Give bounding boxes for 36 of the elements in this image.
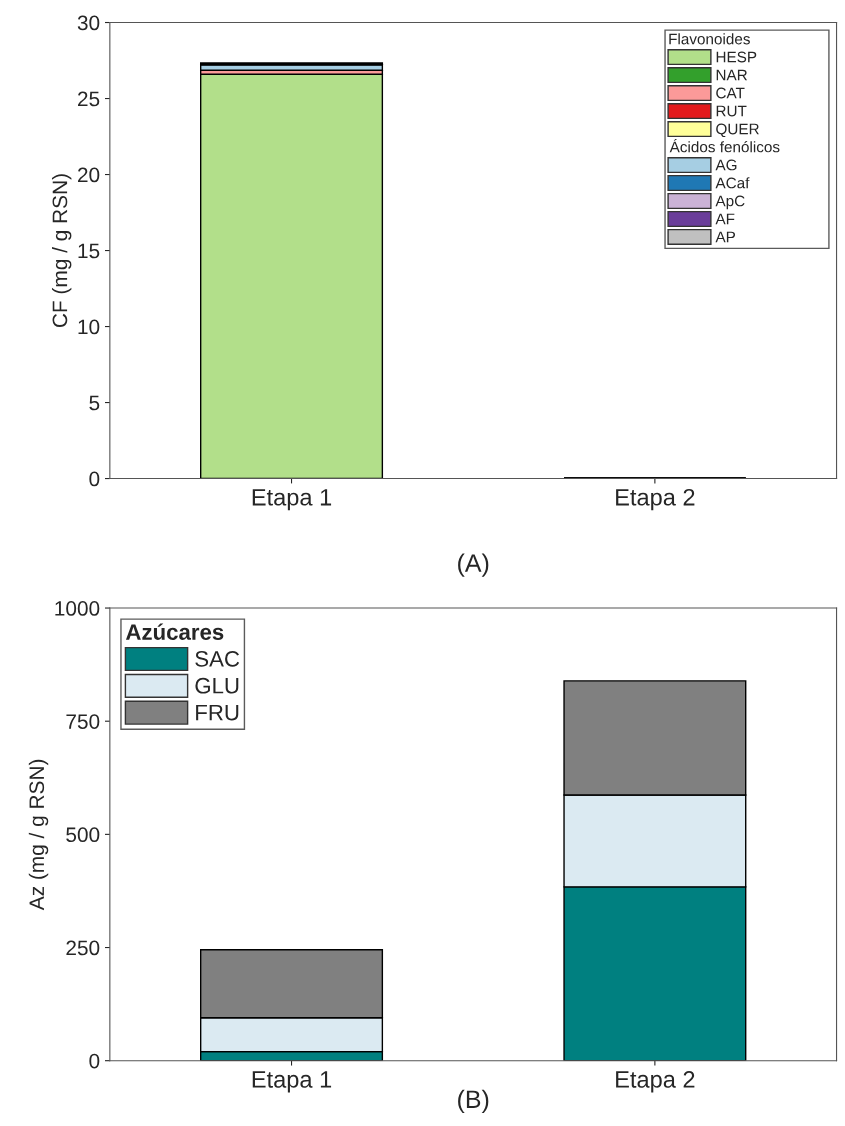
y-tick-label: 5 <box>89 395 100 411</box>
x-tick-label: Etapa 2 <box>616 1071 695 1093</box>
x-tick-label: Etapa 1 <box>252 1071 332 1093</box>
y-tick-label: 1000 <box>55 601 100 616</box>
legend-label: CAT <box>716 87 745 99</box>
x-tick-label: Etapa 2 <box>616 488 695 511</box>
legend-label: ApC <box>715 195 745 210</box>
annotation: Ácidos fenólicos <box>669 138 780 153</box>
legend-label: AG <box>715 159 737 171</box>
legend-title: Flavonoides <box>669 33 750 45</box>
text: (B) <box>458 1089 489 1114</box>
legend-label: NAR <box>716 69 748 81</box>
legend-label: ACaf <box>715 177 750 189</box>
legend-label: GLU <box>195 677 239 694</box>
y-tick-label: 0 <box>89 1053 100 1069</box>
legend-label: AP <box>715 231 736 243</box>
legend-label: FRU <box>196 704 239 721</box>
y-tick-label: 30 <box>77 15 100 31</box>
y-axis-title: Az (mg / g RSN) <box>28 759 49 911</box>
legend-label: HESP <box>716 51 757 63</box>
legend-label: QUER <box>716 123 759 138</box>
y-tick-label: 250 <box>66 940 100 956</box>
legend-title: Azúcares <box>125 623 224 640</box>
x-tick-label: Etapa 1 <box>252 489 332 511</box>
y-axis-title: CF (mg / g RSN) <box>51 174 72 328</box>
legend-label: RUT <box>716 105 747 117</box>
text: (A) <box>458 553 489 577</box>
y-tick-label: 15 <box>78 243 100 259</box>
y-tick-label: 0 <box>89 471 100 487</box>
y-tick-label: 10 <box>78 319 100 335</box>
y-tick-label: 20 <box>78 167 100 183</box>
y-tick-label: 750 <box>66 714 100 729</box>
legend-label: SAC <box>195 651 240 667</box>
y-tick-label: 500 <box>66 827 100 843</box>
legend-label: AF <box>715 213 735 225</box>
y-tick-label: 25 <box>78 91 100 107</box>
